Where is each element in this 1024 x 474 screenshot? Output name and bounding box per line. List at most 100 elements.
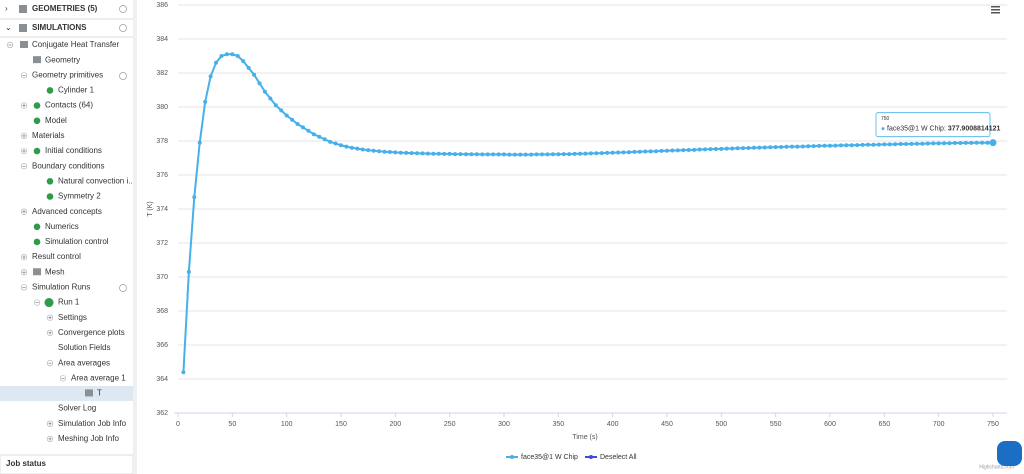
data-point[interactable] xyxy=(768,145,773,150)
data-point[interactable] xyxy=(952,141,957,146)
data-point[interactable] xyxy=(936,141,941,146)
data-point[interactable] xyxy=(855,143,860,148)
tree-item[interactable]: Simulation Runs xyxy=(32,283,90,292)
data-point[interactable] xyxy=(751,145,756,150)
data-point[interactable] xyxy=(730,146,735,151)
tree-item[interactable]: Simulation control xyxy=(45,237,109,246)
tree-item[interactable]: T xyxy=(97,389,102,398)
data-point[interactable] xyxy=(942,141,947,146)
data-point[interactable] xyxy=(578,151,583,156)
tree-item[interactable]: Boundary conditions xyxy=(32,161,105,170)
data-point[interactable] xyxy=(186,269,191,274)
tree-item[interactable]: Natural convection i... xyxy=(58,176,133,185)
data-point[interactable] xyxy=(876,142,881,147)
data-point[interactable] xyxy=(887,142,892,147)
data-point[interactable] xyxy=(871,142,876,147)
data-point[interactable] xyxy=(458,152,463,157)
data-point[interactable] xyxy=(453,152,458,157)
data-point[interactable] xyxy=(474,152,479,157)
data-point[interactable] xyxy=(969,140,974,145)
data-point[interactable] xyxy=(958,141,963,146)
data-point[interactable] xyxy=(909,141,914,146)
data-point[interactable] xyxy=(762,145,767,150)
tree-item[interactable]: Initial conditions xyxy=(45,146,102,155)
tree-item[interactable]: Convergence plots xyxy=(58,328,125,337)
data-point[interactable] xyxy=(621,150,626,155)
data-point[interactable] xyxy=(833,143,838,148)
add-button[interactable] xyxy=(119,72,127,80)
tree-item[interactable]: Run 1 xyxy=(58,298,80,307)
data-point[interactable] xyxy=(545,152,550,157)
data-point[interactable] xyxy=(252,72,257,77)
tree-item[interactable]: Conjugate Heat Transfer xyxy=(32,40,119,49)
tree-item[interactable]: Meshing Job Info xyxy=(58,434,119,443)
data-point[interactable] xyxy=(904,142,909,147)
data-point[interactable] xyxy=(838,143,843,148)
data-point[interactable] xyxy=(697,147,702,152)
data-point[interactable] xyxy=(784,144,789,149)
data-point[interactable] xyxy=(404,150,409,155)
data-point[interactable] xyxy=(882,142,887,147)
job-status[interactable]: Job status xyxy=(6,459,47,468)
data-point[interactable] xyxy=(989,139,997,147)
data-point[interactable] xyxy=(382,149,387,154)
data-point[interactable] xyxy=(681,148,686,153)
data-point[interactable] xyxy=(420,151,425,156)
data-point[interactable] xyxy=(599,151,604,156)
data-point[interactable] xyxy=(974,140,979,145)
data-point[interactable] xyxy=(643,149,648,154)
data-point[interactable] xyxy=(344,144,349,149)
data-point[interactable] xyxy=(659,148,664,153)
data-point[interactable] xyxy=(300,125,305,130)
tree-item[interactable]: Area averages xyxy=(58,358,110,367)
data-point[interactable] xyxy=(257,81,262,86)
data-point[interactable] xyxy=(502,152,506,157)
tree-item[interactable]: Cylinder 1 xyxy=(58,86,95,95)
data-point[interactable] xyxy=(262,89,267,94)
data-point[interactable] xyxy=(360,147,365,152)
data-point[interactable] xyxy=(583,151,588,156)
data-point[interactable] xyxy=(757,145,762,150)
data-point[interactable] xyxy=(686,148,691,153)
data-point[interactable] xyxy=(898,142,903,147)
data-point[interactable] xyxy=(741,146,746,151)
legend-item[interactable]: face35@1 W Chip xyxy=(521,454,578,461)
data-point[interactable] xyxy=(322,137,327,142)
job-status-bar[interactable] xyxy=(0,454,133,474)
data-point[interactable] xyxy=(588,151,593,156)
data-point[interactable] xyxy=(572,151,577,156)
data-point[interactable] xyxy=(806,144,811,149)
data-point[interactable] xyxy=(866,142,871,147)
data-point[interactable] xyxy=(632,149,637,154)
tree-item[interactable]: Model xyxy=(45,116,67,125)
section-row[interactable] xyxy=(0,0,133,19)
data-point[interactable] xyxy=(529,152,534,157)
data-point[interactable] xyxy=(181,370,186,375)
tree-item[interactable]: Advanced concepts xyxy=(32,207,102,216)
data-point[interactable] xyxy=(290,117,295,122)
data-point[interactable] xyxy=(230,52,235,57)
data-point[interactable] xyxy=(980,140,985,145)
data-point[interactable] xyxy=(594,151,599,156)
data-point[interactable] xyxy=(665,148,669,153)
tree-item[interactable]: Area average 1 xyxy=(71,373,126,382)
tree-item[interactable]: Numerics xyxy=(45,222,79,231)
menu-button[interactable] xyxy=(991,6,1000,14)
data-point[interactable] xyxy=(355,146,360,151)
data-point[interactable] xyxy=(512,152,517,157)
data-point[interactable] xyxy=(415,151,420,156)
data-point[interactable] xyxy=(241,59,246,64)
legend-item[interactable]: Deselect All xyxy=(600,454,637,461)
data-point[interactable] xyxy=(507,152,512,157)
data-point[interactable] xyxy=(692,147,697,152)
tree-item[interactable]: Contacts (64) xyxy=(45,101,93,110)
data-point[interactable] xyxy=(328,139,333,144)
data-point[interactable] xyxy=(398,150,403,155)
data-point[interactable] xyxy=(817,143,822,148)
data-point[interactable] xyxy=(214,60,219,65)
data-point[interactable] xyxy=(284,113,289,118)
data-point[interactable] xyxy=(822,143,827,148)
data-point[interactable] xyxy=(963,140,968,145)
data-point[interactable] xyxy=(317,134,322,139)
data-point[interactable] xyxy=(192,195,197,200)
